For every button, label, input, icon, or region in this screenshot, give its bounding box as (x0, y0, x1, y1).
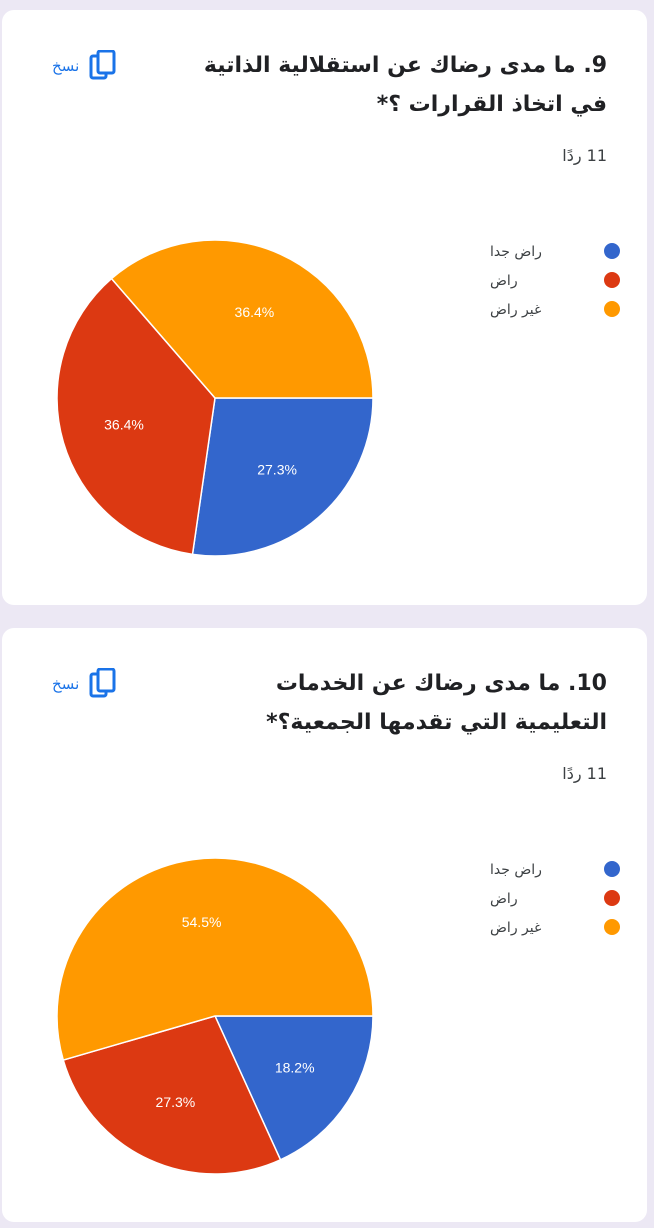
pie-slice (213, 1015, 374, 1161)
legend-swatch (604, 272, 620, 288)
slice-label: 18.2% (275, 1059, 315, 1075)
copy-button[interactable]: نسخ (52, 668, 117, 700)
slice-label: 36.4% (104, 417, 144, 433)
response-count: 11 ردًا (562, 764, 607, 783)
legend-swatch (604, 301, 620, 317)
slice-label: 36.4% (235, 304, 275, 320)
pie-chart: 18.2% 27.3% 54.5% راض جدا راض غير راض (56, 857, 620, 1175)
slice-label: 27.3% (257, 462, 297, 478)
pie-slice (62, 1015, 282, 1175)
pie-slice (56, 277, 216, 556)
legend-label: غير راض (490, 302, 541, 318)
legend-label: راض (490, 891, 518, 907)
legend-label: راض جدا (490, 862, 542, 878)
question-card: 9. ما مدى رضاك عن استقلالية الذاتية في ا… (2, 10, 647, 605)
copy-button-label: نسخ (52, 675, 80, 693)
copy-icon (89, 50, 116, 80)
legend-swatch (604, 243, 620, 259)
legend-label: راض (490, 273, 518, 289)
question-title: 10. ما مدى رضاك عن الخدمات التعليمية الت… (266, 671, 607, 735)
pie-slice (110, 239, 374, 399)
legend-label: غير راض (490, 920, 541, 936)
legend-swatch (604, 861, 620, 877)
copy-button-label: نسخ (52, 57, 80, 75)
legend-swatch (604, 919, 620, 935)
copy-button[interactable]: نسخ (52, 50, 117, 82)
pie-slice (56, 857, 374, 1062)
copy-icon (89, 668, 116, 698)
legend-swatch (604, 890, 620, 906)
legend-label: راض جدا (490, 244, 542, 260)
pie-slice (191, 397, 374, 557)
slice-label: 54.5% (182, 914, 222, 930)
question-title: 9. ما مدى رضاك عن استقلالية الذاتية في ا… (203, 53, 607, 117)
question-card: 10. ما مدى رضاك عن الخدمات التعليمية الت… (2, 628, 647, 1222)
pie-chart: 27.3% 36.4% 36.4% راض جدا راض غير راض (56, 239, 620, 557)
slice-label: 27.3% (156, 1094, 196, 1110)
response-count: 11 ردًا (562, 146, 607, 165)
